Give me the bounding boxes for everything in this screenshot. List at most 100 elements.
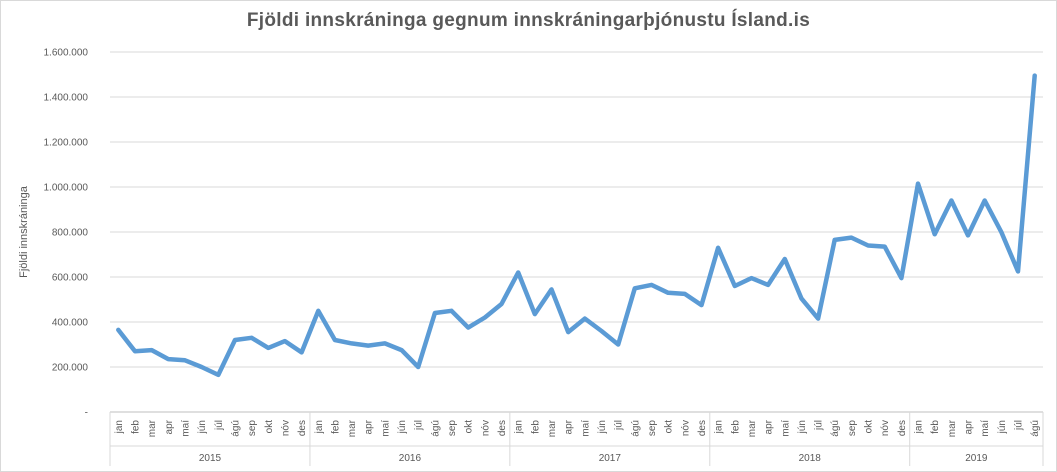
x-tick-label: nóv	[680, 420, 691, 436]
data-point	[500, 302, 504, 306]
data-point	[933, 232, 937, 236]
data-point	[1016, 269, 1020, 273]
data-point	[633, 286, 637, 290]
data-point	[666, 291, 670, 295]
x-tick-label: maí	[380, 420, 391, 437]
data-point	[466, 326, 470, 330]
x-tick-label: des	[697, 420, 708, 436]
x-tick-label: ágú	[630, 420, 641, 437]
x-tick-label: maí	[980, 420, 991, 437]
year-label: 2018	[799, 453, 822, 464]
x-tick-label: nóv	[880, 420, 891, 436]
x-tick-label: feb	[330, 420, 341, 434]
data-point	[716, 246, 720, 250]
data-point	[416, 365, 420, 369]
x-tick-label: apr	[764, 419, 775, 434]
x-tick-label: apr	[964, 419, 975, 434]
x-tick-label: mar	[347, 419, 358, 437]
data-point	[166, 357, 170, 361]
x-tick-label: mar	[747, 419, 758, 437]
data-point	[866, 244, 870, 248]
data-point	[816, 317, 820, 321]
x-tick-label: apr	[564, 419, 575, 434]
data-point	[649, 283, 653, 287]
y-tick-label: 1.000.000	[44, 183, 89, 194]
data-point	[849, 236, 853, 240]
x-tick-label: apr	[364, 419, 375, 434]
data-point	[216, 373, 220, 377]
x-tick-label: ágú	[430, 420, 441, 437]
data-point	[316, 309, 320, 313]
data-point	[400, 348, 404, 352]
y-tick-label: 600.000	[52, 273, 89, 284]
x-tick-label: nóv	[280, 420, 291, 436]
data-point	[450, 309, 454, 313]
x-tick-label: okt	[464, 420, 475, 434]
data-point	[616, 343, 620, 347]
data-point	[883, 245, 887, 249]
x-tick-label: feb	[530, 420, 541, 434]
data-point	[233, 338, 237, 342]
data-point	[333, 338, 337, 342]
y-tick-label: 800.000	[52, 228, 89, 239]
x-tick-label: júl	[814, 420, 825, 431]
x-tick-label: ágú	[1030, 420, 1041, 437]
data-point	[683, 292, 687, 296]
data-point	[949, 199, 953, 203]
x-tick-label: des	[497, 420, 508, 436]
data-point	[899, 276, 903, 280]
data-point	[433, 311, 437, 315]
data-point	[283, 339, 287, 343]
data-point	[183, 358, 187, 362]
x-tick-label: jún	[997, 420, 1008, 434]
data-point	[983, 199, 987, 203]
series-line	[116, 73, 1037, 378]
x-tick-label: feb	[130, 420, 141, 434]
x-tick-label: sep	[247, 420, 258, 437]
x-tick-label: sep	[447, 420, 458, 437]
data-point	[266, 346, 270, 350]
x-tick-label: okt	[264, 420, 275, 434]
data-point	[366, 344, 370, 348]
data-point	[383, 341, 387, 345]
data-point	[116, 328, 120, 332]
data-point	[550, 287, 554, 291]
x-tick-label: maí	[180, 420, 191, 437]
x-tick-label: jan	[514, 420, 525, 434]
year-label: 2015	[199, 453, 222, 464]
x-tick-label: jún	[197, 420, 208, 434]
x-tick-label: feb	[730, 420, 741, 434]
x-tick-label: mar	[547, 419, 558, 437]
x-tick-label: maí	[780, 420, 791, 437]
x-tick-label: júl	[614, 420, 625, 431]
data-point	[749, 276, 753, 280]
chart-title: Fjöldi innskráninga gegnum innskráningar…	[246, 10, 811, 31]
x-tick-label: júl	[214, 420, 225, 431]
data-point	[533, 312, 537, 316]
data-point	[783, 257, 787, 261]
x-tick-label: okt	[864, 420, 875, 434]
data-point	[200, 365, 204, 369]
x-tick-label: júl	[1014, 420, 1025, 431]
x-tick-label: mar	[947, 419, 958, 437]
data-point	[150, 348, 154, 352]
data-point	[833, 238, 837, 242]
data-point	[250, 336, 254, 340]
y-tick-label: 200.000	[52, 363, 89, 374]
x-tick-label: maí	[580, 420, 591, 437]
x-tick-label: okt	[664, 420, 675, 434]
y-tick-label: -	[85, 408, 88, 419]
x-tick-label: jan	[314, 420, 325, 434]
x-tick-label: nóv	[480, 420, 491, 436]
data-point	[916, 182, 920, 186]
data-point	[799, 296, 803, 300]
data-point	[483, 316, 487, 320]
x-tick-label: des	[297, 420, 308, 436]
data-point	[599, 329, 603, 333]
y-tick-label: 1.600.000	[44, 48, 89, 59]
x-tick-label: ágú	[830, 420, 841, 437]
x-tick-label: feb	[930, 420, 941, 434]
year-label: 2016	[399, 453, 422, 464]
